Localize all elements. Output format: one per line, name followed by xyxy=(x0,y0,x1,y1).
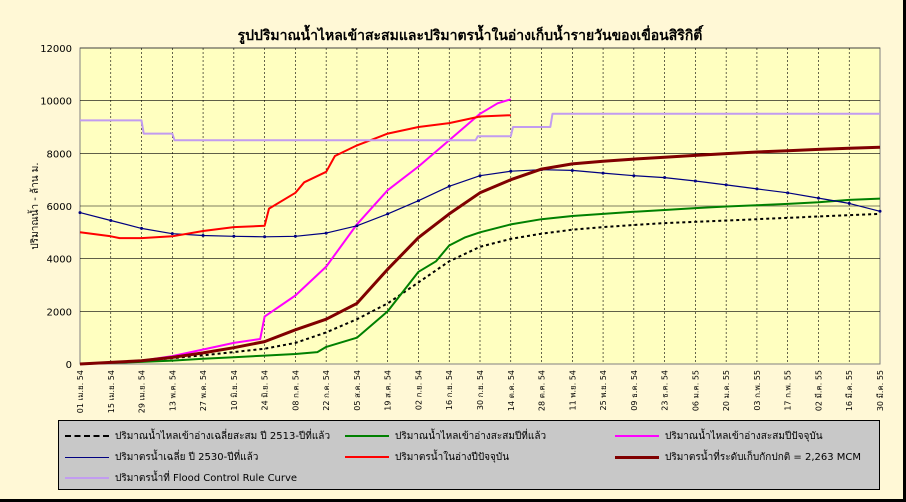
x-tick-label: 11 พ.ย. 54 xyxy=(568,370,577,411)
series-point-3 xyxy=(140,226,144,230)
x-tick-label: 02 ก.ย. 54 xyxy=(414,370,423,410)
x-tick-label: 25 พ.ย. 54 xyxy=(599,370,608,411)
series-point-3 xyxy=(632,174,636,178)
x-tick-label: 03 ก.พ. 55 xyxy=(753,370,762,411)
x-tick-label: 08 ก.ค. 54 xyxy=(291,370,300,411)
series-point-3 xyxy=(816,196,820,200)
legend-item-normal-storage: ปริมาตรน้ำที่ระดับเก็บกักปกติ = 2,263 MC… xyxy=(615,448,861,466)
series-point-3 xyxy=(724,183,728,187)
x-tick-label: 09 ธ.ค. 54 xyxy=(630,370,639,411)
chart-canvas: รูปปริมาณน้ำไหลเข้าสะสมและปริมาตรน้ำในอ่… xyxy=(27,24,885,413)
legend-item-current-inflow: ปริมาณน้ำไหลเข้าอ่างสะสมปีปัจจุบัน xyxy=(615,427,823,445)
legend: ปริมาณน้ำไหลเข้าอ่างเฉลี่ยสะสม ปี 2513-ป… xyxy=(58,420,880,490)
y-tick-label: 4000 xyxy=(47,255,72,266)
legend-swatch xyxy=(615,455,659,459)
legend-item-current-volume: ปริมาตรน้ำในอ่างปีปัจจุบัน xyxy=(345,448,509,466)
series-layer xyxy=(78,98,882,366)
series-point-3 xyxy=(693,179,697,183)
x-tick-label: 19 ส.ค. 54 xyxy=(384,370,393,411)
x-tick-label: 05 ส.ค. 54 xyxy=(353,370,362,411)
legend-swatch xyxy=(65,456,109,458)
y-axis-ticks: 0 2000 4000 6000 8000 10000 12000 xyxy=(40,44,72,371)
x-tick-label: 28 ต.ค. 54 xyxy=(538,370,547,411)
legend-swatch xyxy=(615,435,659,437)
x-tick-label: 15 เม.ย. 54 xyxy=(107,370,116,413)
x-axis-ticks: 01 เม.ย. 54 15 เม.ย. 54 29 เม.ย. 54 13 พ.ค.… xyxy=(76,370,885,413)
y-axis-label: ปริมาณน้ำ - ล้าน ม. xyxy=(27,162,41,249)
series-point-3 xyxy=(878,209,882,213)
x-tick-label: 24 มิ.ย. 54 xyxy=(261,370,270,411)
series-point-3 xyxy=(293,234,297,238)
y-tick-label: 8000 xyxy=(47,149,72,160)
series-point-3 xyxy=(847,201,851,205)
x-tick-label: 27 พ.ค. 54 xyxy=(199,370,208,411)
legend-label: ปริมาณน้ำไหลเข้าอ่างสะสมปีที่แล้ว xyxy=(395,430,547,442)
gridlines xyxy=(80,47,880,364)
series-point-3 xyxy=(78,211,82,215)
series-line-6 xyxy=(80,112,880,142)
legend-item-avg-inflow: ปริมาณน้ำไหลเข้าอ่างเฉลี่ยสะสม ปี 2513-ป… xyxy=(65,427,330,445)
x-tick-label: 01 เม.ย. 54 xyxy=(76,370,85,413)
x-tick-label: 17 ก.พ. 55 xyxy=(784,370,793,411)
x-tick-label: 13 พ.ค. 54 xyxy=(168,370,177,411)
y-tick-label: 6000 xyxy=(47,202,72,213)
x-tick-label: 22 ก.ค. 54 xyxy=(322,370,331,411)
series-line-0 xyxy=(79,212,881,365)
x-tick-label: 30 มี.ค. 55 xyxy=(876,370,885,411)
x-tick-label: 14 ต.ค. 54 xyxy=(507,370,516,411)
x-tick-label: 02 มี.ค. 55 xyxy=(814,370,823,411)
legend-label: ปริมาตรน้ำในอ่างปีปัจจุบัน xyxy=(395,451,510,463)
y-tick-label: 12000 xyxy=(40,44,72,55)
legend-label: ปริมาตรน้ำเฉลี่ย ปี 2530-ปีที่แล้ว xyxy=(115,451,259,463)
x-tick-label: 30 ก.ย. 54 xyxy=(476,370,485,410)
series-point-3 xyxy=(509,169,513,173)
series-point-3 xyxy=(263,235,267,239)
series-point-3 xyxy=(570,168,574,172)
series-point-3 xyxy=(201,233,205,237)
legend-swatch xyxy=(65,435,109,437)
series-point-3 xyxy=(601,171,605,175)
legend-item-last-year-inflow: ปริมาณน้ำไหลเข้าอ่างสะสมปีที่แล้ว xyxy=(345,427,546,445)
x-tick-label: 23 ธ.ค. 54 xyxy=(661,370,670,411)
series-point-3 xyxy=(416,199,420,203)
series-point-3 xyxy=(355,224,359,228)
legend-label: ปริมาตรน้ำที่ Flood Control Rule Curve xyxy=(115,472,298,484)
x-tick-label: 10 มิ.ย. 54 xyxy=(230,370,239,411)
legend-swatch xyxy=(65,477,109,479)
chart-title: รูปปริมาณน้ำไหลเข้าสะสมและปริมาตรน้ำในอ่… xyxy=(238,24,705,44)
series-point-3 xyxy=(663,176,667,180)
y-tick-label: 2000 xyxy=(47,307,72,318)
series-line-5 xyxy=(79,145,881,366)
legend-item-avg-volume: ปริมาตรน้ำเฉลี่ย ปี 2530-ปีที่แล้ว xyxy=(65,448,258,466)
series-point-3 xyxy=(232,234,236,238)
y-tick-label: 0 xyxy=(66,360,72,371)
x-tick-label: 06 ม.ค. 55 xyxy=(691,370,700,411)
legend-label: ปริมาตรน้ำที่ระดับเก็บกักปกติ = 2,263 MC… xyxy=(665,451,862,463)
series-point-3 xyxy=(386,212,390,216)
series-line-1 xyxy=(79,197,881,365)
legend-swatch xyxy=(345,456,389,458)
legend-label: ปริมาณน้ำไหลเข้าอ่างสะสมปีปัจจุบัน xyxy=(665,430,823,442)
series-point-3 xyxy=(324,231,328,235)
legend-label: ปริมาณน้ำไหลเข้าอ่างเฉลี่ยสะสม ปี 2513-ป… xyxy=(115,430,331,442)
legend-swatch xyxy=(345,435,389,437)
series-point-3 xyxy=(786,191,790,195)
series-point-3 xyxy=(109,218,113,222)
series-point-3 xyxy=(170,232,174,236)
x-tick-label: 29 เม.ย. 54 xyxy=(138,370,147,413)
x-tick-label: 16 มี.ค. 55 xyxy=(845,370,854,411)
series-point-3 xyxy=(755,187,759,191)
y-tick-label: 10000 xyxy=(40,97,72,108)
x-tick-label: 16 ก.ย. 54 xyxy=(445,370,454,410)
x-tick-label: 20 ม.ค. 55 xyxy=(722,370,731,411)
series-point-3 xyxy=(478,174,482,178)
series-line-4 xyxy=(79,114,511,240)
series-point-3 xyxy=(447,184,451,188)
legend-item-rule-curve: ปริมาตรน้ำที่ Flood Control Rule Curve xyxy=(65,469,297,487)
